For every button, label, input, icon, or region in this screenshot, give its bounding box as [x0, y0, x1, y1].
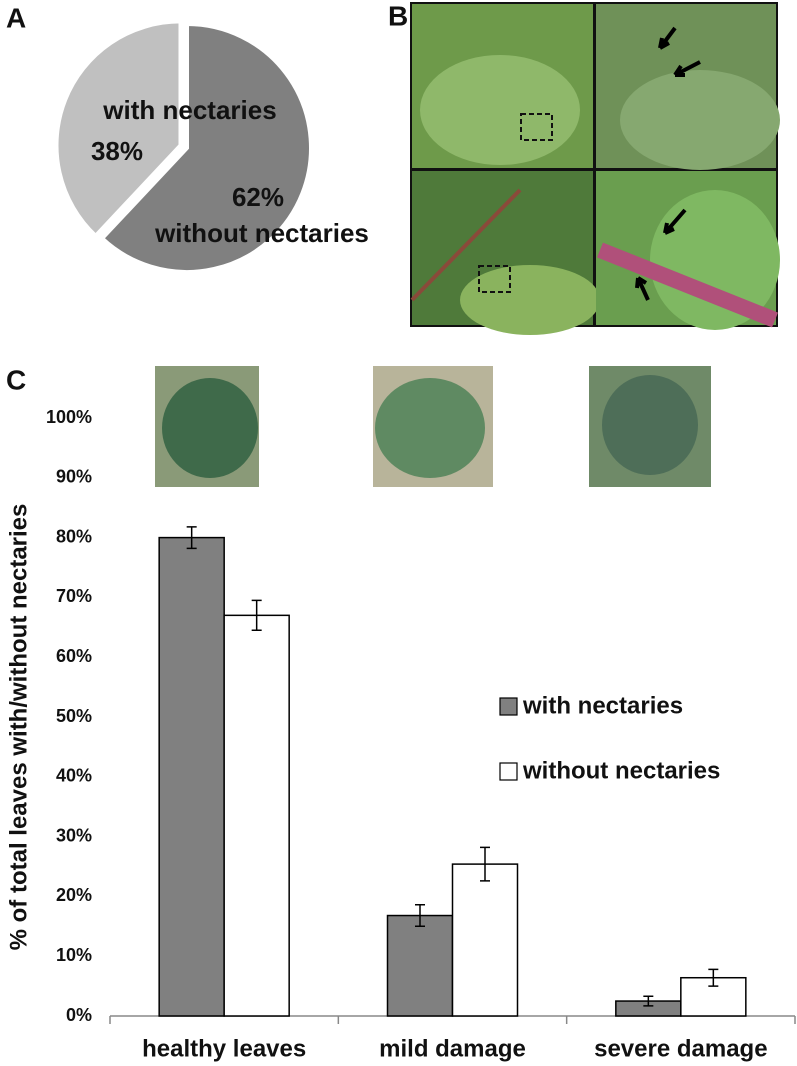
- stem: [597, 242, 778, 328]
- bar: [680, 976, 747, 1017]
- arrow: [663, 208, 687, 235]
- y-tick-label: 70%: [56, 586, 92, 606]
- leaf: [650, 190, 780, 330]
- y-tick-label: 0%: [66, 1005, 92, 1025]
- y-tick-label: 20%: [56, 885, 92, 905]
- panel-label: A: [6, 2, 26, 33]
- pie-slice: [54, 19, 183, 239]
- y-tick-label: 60%: [56, 646, 92, 666]
- leaf: [620, 70, 780, 170]
- legend-swatch: [499, 762, 518, 781]
- y-tick-label: 100%: [46, 407, 92, 427]
- y-axis-label: % of total leaves with/without nectaries: [5, 504, 32, 951]
- x-tick-label: mild damage: [379, 1035, 526, 1062]
- arrow: [635, 276, 650, 301]
- panel-label: B: [388, 0, 408, 31]
- x-tick-label: severe damage: [594, 1035, 767, 1062]
- zoom-box: [478, 265, 511, 293]
- pie-value-label: 62%: [232, 182, 284, 212]
- stem: [410, 188, 522, 302]
- bar: [386, 914, 454, 1017]
- zoom-box: [520, 113, 553, 141]
- y-tick-label: 90%: [56, 467, 92, 487]
- error-bar: [251, 599, 262, 632]
- pie-slice: [99, 21, 313, 274]
- y-tick-label: 30%: [56, 825, 92, 845]
- leaf: [162, 378, 258, 478]
- error-bar: [480, 846, 490, 882]
- pie-label: with nectaries: [102, 95, 276, 125]
- error-bar: [643, 995, 654, 1007]
- leaf: [375, 378, 485, 478]
- pie-label: without nectaries: [154, 218, 369, 248]
- leaf: [420, 55, 580, 165]
- y-tick-label: 40%: [56, 766, 92, 786]
- leaf: [602, 375, 698, 475]
- bar: [451, 863, 519, 1017]
- panel-label: C: [6, 364, 26, 395]
- legend-swatch: [499, 697, 518, 716]
- pie-value-label: 38%: [91, 136, 143, 166]
- x-tick-label: healthy leaves: [142, 1035, 306, 1062]
- photo-panel: [410, 2, 780, 335]
- bar: [158, 536, 225, 1017]
- error-bar: [415, 904, 425, 928]
- error-bar: [708, 968, 719, 987]
- y-tick-label: 80%: [56, 526, 92, 546]
- leaf: [460, 265, 600, 335]
- leaf-thumbnails: [155, 366, 711, 487]
- legend-label: with nectaries: [522, 692, 683, 719]
- error-bar: [186, 526, 197, 550]
- arrow: [658, 26, 677, 50]
- y-tick-label: 10%: [56, 945, 92, 965]
- arrow: [673, 60, 701, 77]
- legend-label: without nectaries: [522, 757, 720, 784]
- y-tick-label: 50%: [56, 706, 92, 726]
- bar: [223, 614, 290, 1017]
